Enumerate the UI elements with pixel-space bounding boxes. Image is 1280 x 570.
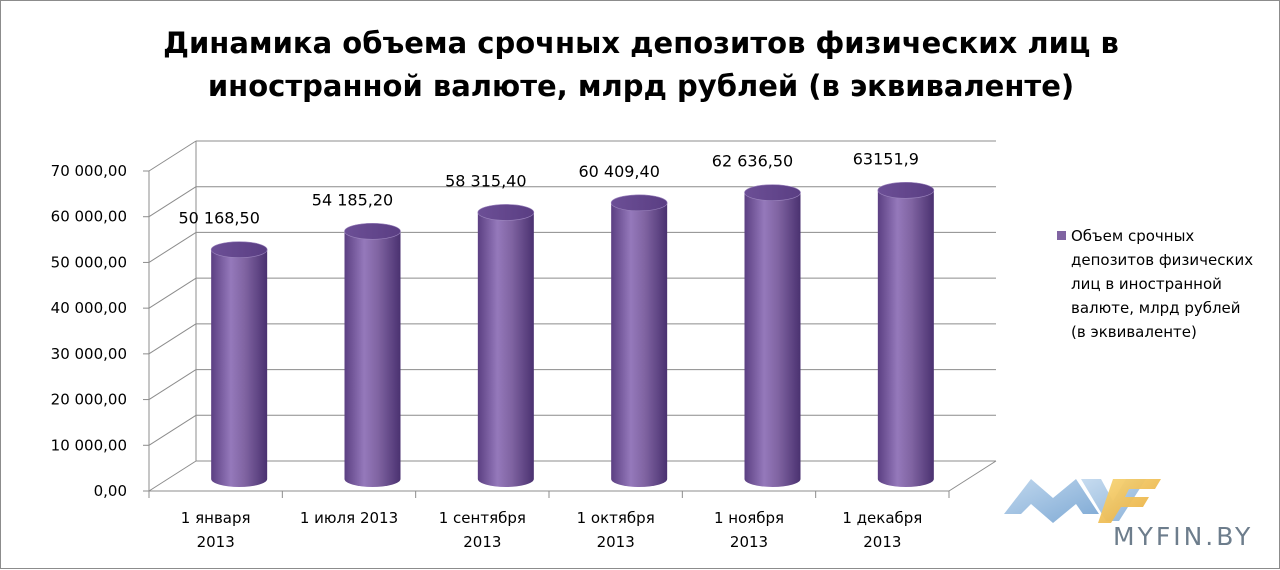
bar-top [744,184,801,201]
watermark-f-shape [1098,479,1161,523]
legend-label: (в эквиваленте) [1071,323,1197,341]
y-axis-ticks: 0,00 10 000,00 20 000,00 30 000,00 40 000,00… [51,162,149,500]
legend-label: депозитов физических [1071,251,1253,269]
bar [210,241,268,487]
category-label: 1 ноября [714,509,784,527]
chart-title: Динамика объема срочных депозитов физиче… [163,26,1119,103]
watermark-logo: MYFIN.BY [1004,479,1253,551]
legend-swatch [1057,231,1066,240]
bar-body [744,192,801,487]
gridline [148,369,996,400]
bar [877,182,935,487]
data-label: 50 168,50 [178,209,259,228]
category-label: 2013 [863,533,901,551]
axes [148,141,997,498]
bar [744,184,801,487]
bar [344,222,401,487]
category-label: 1 сентября [439,509,526,527]
bar-body [211,249,268,487]
category-label: 1 декабря [842,509,922,527]
category-label: 1 января [181,509,251,527]
gridline [148,414,996,446]
data-label: 62 636,50 [712,152,793,171]
legend-label: валюте, млрд рублей [1071,299,1241,317]
category-label: 2013 [197,533,235,551]
category-label: 2013 [597,533,635,551]
gridline [148,460,996,492]
x-axis-categories: 1 января 2013 1 июля 2013 1 сентября 2013 1 о… [181,509,923,551]
data-label: 63151,9 [853,149,919,168]
y-tick-label: 20 000,00 [51,391,127,409]
gridline [148,186,996,218]
data-label: 54 185,20 [312,190,393,209]
gridline [148,231,996,263]
legend-label: лиц в иностранной [1071,275,1222,293]
y-tick-label: 70 000,00 [51,162,127,180]
bar-top [877,182,935,199]
bar-top [210,241,268,258]
data-labels: 50 168,50 54 185,20 58 315,40 60 409,40 62 6… [178,149,918,227]
watermark-m-shape [1004,479,1099,523]
legend: Объем срочных депозитов физических лиц в и… [1057,227,1253,341]
bar-body [611,202,668,487]
bar [610,194,668,487]
gridlines [148,140,996,492]
bar [477,204,535,487]
y-tick-label: 30 000,00 [51,345,127,363]
watermark-y-shape [1081,479,1146,521]
category-label: 2013 [730,533,768,551]
y-tick-label: 60 000,00 [51,208,127,226]
y-tick-label: 50 000,00 [51,253,127,271]
chart-title-line-1: Динамика объема срочных депозитов физиче… [163,26,1119,60]
floor-right-edge [948,460,997,492]
category-label: 2013 [463,533,501,551]
bar-body [877,190,934,487]
bar-top [477,204,535,221]
legend-label: Объем срочных [1071,227,1194,245]
bar-body [477,212,534,487]
gridline [148,277,996,309]
watermark-text: MYFIN.BY [1113,522,1253,551]
y-tick-label: 0,00 [94,482,127,500]
chart-title-line-2: иностранной валюте, млрд рублей (в эквив… [208,69,1074,103]
gridline [148,140,996,172]
bar-top [610,194,668,212]
bar-top [344,222,401,240]
data-label: 58 315,40 [445,171,526,190]
gridline [148,323,996,355]
y-tick-label: 40 000,00 [51,299,127,317]
y-tick-label: 10 000,00 [51,436,127,454]
category-label: 1 июля 2013 [300,509,398,527]
data-label: 60 409,40 [578,162,659,181]
bars [210,182,935,487]
bar-body [344,231,401,487]
category-label: 1 октября [577,509,655,527]
